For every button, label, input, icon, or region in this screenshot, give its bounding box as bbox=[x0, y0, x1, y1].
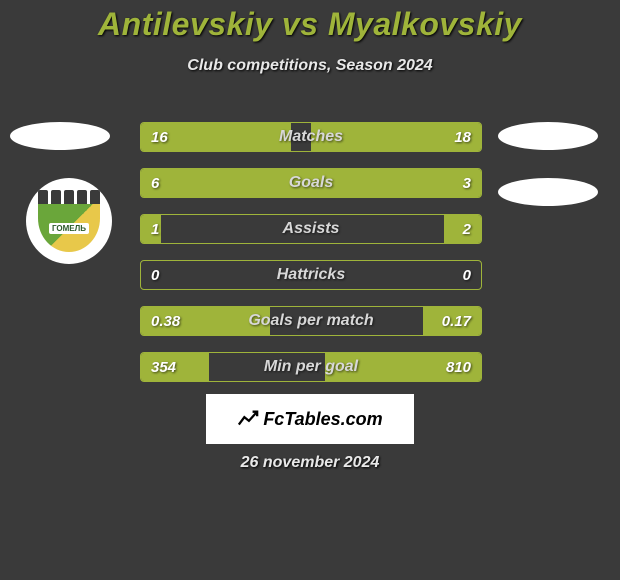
club-crest: ГОМЕЛЬ bbox=[38, 190, 100, 252]
club-left-logo: ГОМЕЛЬ bbox=[26, 178, 112, 264]
stat-label: Goals bbox=[141, 169, 481, 197]
club-right-placeholder bbox=[498, 178, 598, 206]
header: Antilevskiy vs Myalkovskiy Club competit… bbox=[0, 0, 620, 75]
stat-value-right: 3 bbox=[463, 169, 471, 197]
brand-box[interactable]: FcTables.com bbox=[206, 394, 414, 444]
stat-row: 0Hattricks0 bbox=[140, 260, 482, 290]
club-crest-label: ГОМЕЛЬ bbox=[49, 223, 89, 234]
stat-row: 16Matches18 bbox=[140, 122, 482, 152]
player-right-photo-placeholder bbox=[498, 122, 598, 150]
page-title: Antilevskiy vs Myalkovskiy bbox=[0, 6, 620, 43]
chart-icon bbox=[237, 408, 259, 430]
date-text: 26 november 2024 bbox=[0, 454, 620, 472]
stat-value-right: 0.17 bbox=[442, 307, 471, 335]
stat-value-right: 810 bbox=[446, 353, 471, 381]
stat-label: Assists bbox=[141, 215, 481, 243]
stat-value-right: 2 bbox=[463, 215, 471, 243]
page-subtitle: Club competitions, Season 2024 bbox=[0, 57, 620, 75]
stat-label: Hattricks bbox=[141, 261, 481, 289]
stat-value-right: 0 bbox=[463, 261, 471, 289]
stat-row: 354Min per goal810 bbox=[140, 352, 482, 382]
stat-row: 1Assists2 bbox=[140, 214, 482, 244]
stat-label: Min per goal bbox=[141, 353, 481, 381]
stat-row: 0.38Goals per match0.17 bbox=[140, 306, 482, 336]
stat-value-right: 18 bbox=[454, 123, 471, 151]
stat-row: 6Goals3 bbox=[140, 168, 482, 198]
brand-label: FcTables.com bbox=[263, 409, 382, 430]
stats-table: 16Matches18 6Goals3 1Assists2 0Hattricks0 0.… bbox=[140, 122, 482, 382]
stat-label: Matches bbox=[141, 123, 481, 151]
stat-label: Goals per match bbox=[141, 307, 481, 335]
player-left-photo-placeholder bbox=[10, 122, 110, 150]
